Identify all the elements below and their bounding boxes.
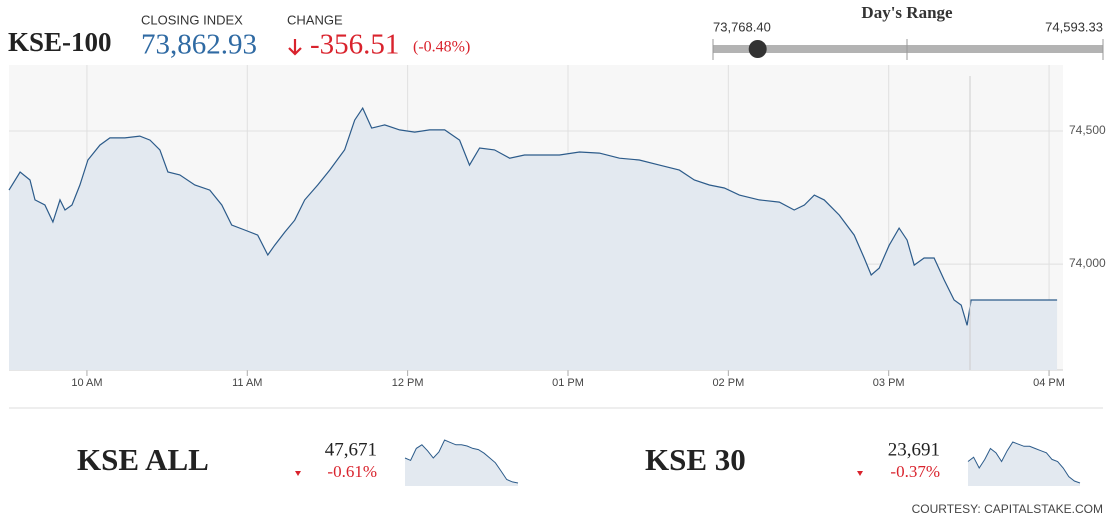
line <box>8 106 1058 326</box>
index-value: 23,691 <box>888 439 940 460</box>
down-arrow <box>288 39 302 56</box>
symbol: KSE-100 <box>8 27 112 57</box>
index-name: KSE ALL <box>77 442 209 477</box>
x-tick-label: 12 PM <box>392 377 424 389</box>
down-icon <box>857 471 863 476</box>
area <box>9 108 1058 370</box>
index-change: -0.37% <box>890 462 940 481</box>
range-title: Day's Range <box>861 3 953 22</box>
y-tick-label: 74,000 <box>1069 256 1106 270</box>
x-tick-label: 11 AM <box>232 377 262 389</box>
index-change: -0.61% <box>327 462 377 481</box>
change-pct: (-0.48%) <box>413 39 470 56</box>
range-high: 74,593.33 <box>1045 19 1103 34</box>
range-knob <box>748 40 767 58</box>
index-name: KSE 30 <box>645 442 746 477</box>
x-tick-label: 02 PM <box>712 377 744 389</box>
courtesy: COURTESY: CAPITALSTAKE.COM <box>912 502 1103 516</box>
change-label: CHANGE <box>287 12 343 27</box>
sparkline <box>967 441 1081 484</box>
sparkline-area <box>968 442 1080 486</box>
x-tick-label: 10 AM <box>71 377 102 389</box>
change-value: -356.51 <box>310 29 399 61</box>
closing-label: CLOSING INDEX <box>141 12 243 27</box>
closing-value: 73,862.93 <box>141 29 257 61</box>
range-low: 73,768.40 <box>713 19 771 34</box>
sparkline-area <box>405 440 518 486</box>
down-icon <box>295 471 301 476</box>
main-chart: 74,000 74,500 10 AM 11 AM 12 PM 01 PM 02 PM 03 … <box>8 65 1106 389</box>
range-bar <box>713 45 1103 53</box>
x-tick-label: 03 PM <box>873 377 905 389</box>
x-tick-label: 01 PM <box>552 377 584 389</box>
x-tick-label: 04 PM <box>1033 377 1065 389</box>
sparkline <box>404 439 519 484</box>
index-value: 47,671 <box>325 439 377 460</box>
y-tick-label: 74,500 <box>1069 123 1106 137</box>
